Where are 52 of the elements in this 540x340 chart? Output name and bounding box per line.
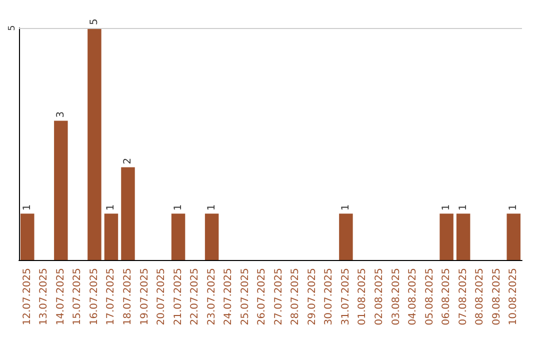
x-tick-label: 06.08.2025 [441,268,452,326]
data-label: 1 [206,204,218,211]
x-tick-label: 01.08.2025 [357,268,368,326]
bar [104,214,118,260]
x-tick-label: 09.08.2025 [491,268,502,326]
bar [171,214,186,260]
x-tick-label: 15.07.2025 [72,268,84,326]
bar [339,214,353,260]
x-tick-label: 16.07.2025 [88,268,100,326]
x-tick-label: 24.07.2025 [223,268,234,326]
bar [54,120,68,260]
x-tick-label: 13.07.2025 [38,268,50,326]
data-label: 1 [458,204,469,211]
x-tick-label: 22.07.2025 [190,268,201,326]
x-tick-label: 21.07.2025 [172,268,184,326]
x-tick-label: 27.07.2025 [273,268,284,326]
data-label: 1 [172,204,184,211]
x-tick-label: 17.07.2025 [106,268,117,326]
data-label: 1 [22,204,33,211]
x-tick-label: 14.07.2025 [55,268,66,326]
x-tick-label: 30.07.2025 [324,268,335,326]
data-label: 1 [340,204,352,211]
bar [440,214,454,260]
bar [456,214,470,260]
x-tick-label: 29.07.2025 [306,268,318,326]
x-tick-label: 23.07.2025 [206,268,218,326]
bar [88,28,102,260]
bar [20,214,34,260]
x-tick-label: 08.08.2025 [474,268,486,326]
x-tick-label: 05.08.2025 [424,268,436,326]
data-label: 1 [441,204,452,211]
x-tick-label: 04.08.2025 [408,268,419,326]
data-label: 5 [88,18,100,25]
x-tick-label: 19.07.2025 [139,268,150,326]
bar [506,214,520,260]
x-tick-label: 28.07.2025 [290,268,302,326]
x-tick-label: 12.07.2025 [22,268,33,326]
data-label: 1 [106,204,117,211]
x-tick-label: 10.08.2025 [508,268,520,326]
bar [121,167,135,260]
data-label: 3 [55,111,66,118]
x-tick-label: 26.07.2025 [256,268,268,326]
x-tick-label: 31.07.2025 [340,268,352,326]
bar [204,214,219,260]
x-tick-label: 07.08.2025 [458,268,469,326]
x-tick-label: 25.07.2025 [240,268,251,326]
data-label: 1 [508,204,520,211]
x-tick-label: 02.08.2025 [374,268,385,326]
data-label: 2 [122,158,134,164]
x-tick-label: 03.08.2025 [390,268,402,326]
x-tick-label: 18.07.2025 [122,268,134,326]
x-tick-label: 20.07.2025 [156,268,168,326]
